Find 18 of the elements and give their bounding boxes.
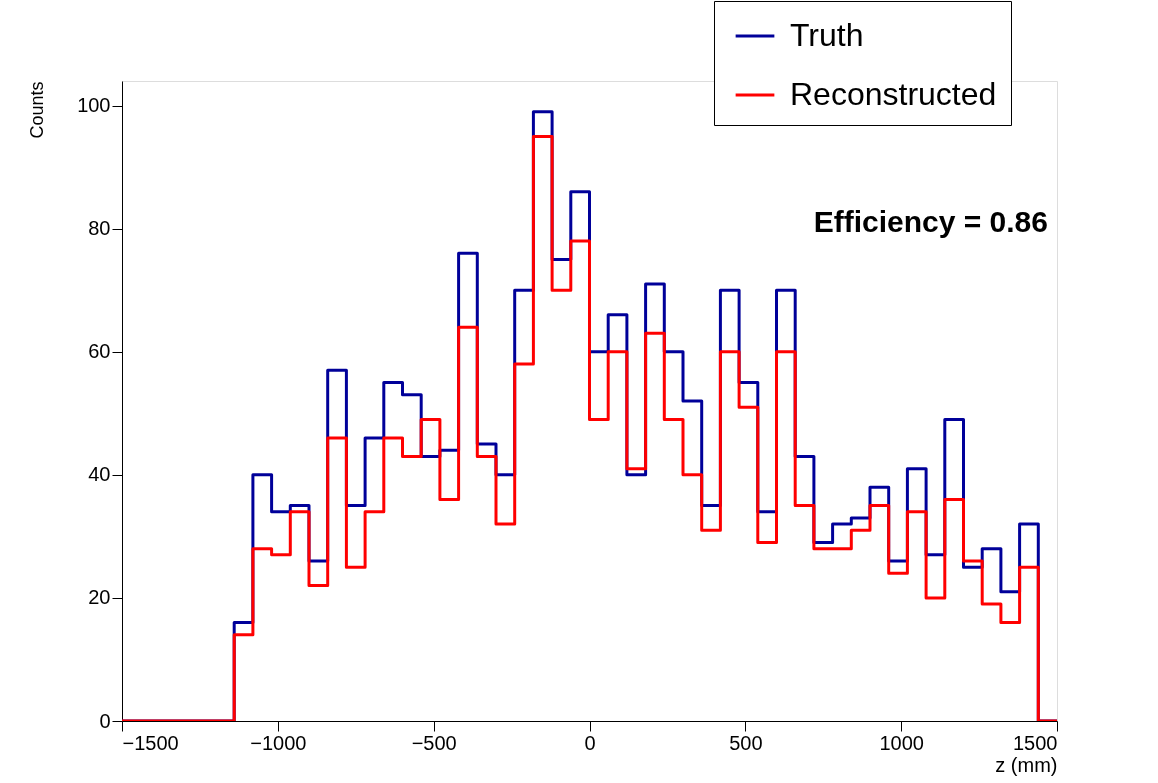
x-tick-label: 1000 (879, 731, 924, 754)
x-tick-label: 0 (584, 731, 596, 754)
y-tick-label: 100 (77, 94, 111, 117)
y-tick-label: 40 (88, 463, 111, 486)
x-axis-title: z (mm) (995, 753, 1058, 776)
y-tick-label: 80 (88, 217, 111, 240)
annotation: Efficiency = 0.86 (813, 205, 1048, 238)
legend-label: Truth (790, 17, 864, 53)
y-tick-label: 60 (88, 340, 111, 363)
y-axis-title: Counts (27, 81, 48, 139)
x-tick-label: −500 (411, 731, 457, 754)
x-tick-label: 1500 (1013, 731, 1058, 754)
x-tick-label: −1500 (122, 731, 179, 754)
legend-label: Reconstructed (790, 76, 997, 112)
x-tick-label: 500 (729, 731, 763, 754)
y-tick-label: 0 (99, 709, 111, 732)
x-tick-label: −1000 (250, 731, 307, 754)
y-tick-label: 20 (88, 586, 111, 609)
